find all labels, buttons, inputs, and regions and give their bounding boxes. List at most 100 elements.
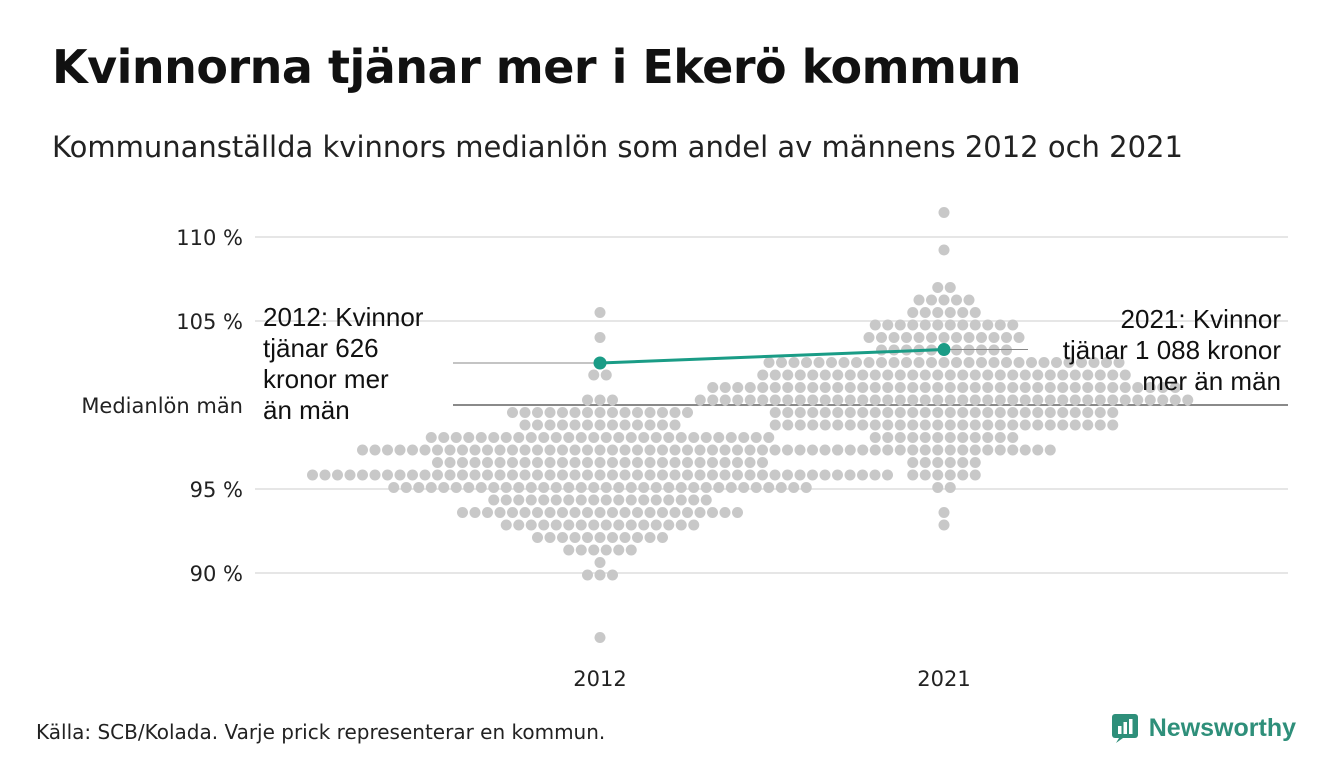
municipality-dot-2012	[594, 394, 606, 406]
municipality-dot-2021	[1107, 394, 1119, 406]
municipality-dot-2012	[632, 507, 643, 518]
municipality-dot-2012	[500, 519, 512, 531]
municipality-dot-2021	[957, 394, 969, 406]
municipality-dot-2021	[807, 394, 819, 406]
annotation-2012-line: kronor mer	[263, 364, 389, 394]
municipality-dot-2021	[982, 407, 994, 418]
municipality-dot-2012	[582, 394, 593, 406]
municipality-dot-2021	[976, 357, 987, 368]
municipality-dot-2021	[1019, 394, 1031, 406]
municipality-dot-2021	[876, 344, 887, 356]
municipality-dot-2021	[782, 382, 794, 393]
municipality-dot-2021	[857, 444, 869, 456]
municipality-dot-2021	[882, 444, 894, 456]
municipality-dot-2012	[607, 532, 618, 543]
municipality-dot-2021	[994, 432, 1006, 443]
municipality-dot-2012	[782, 444, 793, 456]
municipality-dot-2012	[650, 519, 662, 531]
municipality-dot-2021	[1169, 382, 1181, 393]
municipality-dot-2021	[1082, 419, 1094, 431]
municipality-dot-2012	[632, 457, 643, 468]
municipality-dot-2021	[844, 407, 856, 418]
municipality-dot-2012	[707, 507, 718, 518]
municipality-dot-2012	[594, 557, 606, 568]
municipality-dot-2012	[657, 407, 668, 418]
municipality-dot-2012	[532, 507, 543, 518]
municipality-dot-2012	[382, 469, 393, 481]
municipality-dot-2012	[669, 444, 681, 456]
municipality-dot-2021	[1101, 357, 1112, 368]
municipality-dot-2012	[638, 519, 650, 531]
municipality-dot-2012	[463, 482, 475, 493]
y-tick-label: 95 %	[190, 478, 243, 502]
municipality-dot-2021	[1107, 382, 1119, 393]
municipality-dot-2012	[644, 507, 656, 518]
municipality-dot-2021	[719, 382, 731, 393]
municipality-dot-2021	[919, 469, 931, 481]
municipality-dot-2012	[538, 494, 550, 506]
municipality-dot-2021	[882, 394, 894, 406]
municipality-dot-2012	[632, 444, 643, 456]
municipality-dot-2012	[607, 419, 618, 431]
municipality-dot-2012	[663, 519, 675, 531]
municipality-dot-2021	[807, 382, 819, 393]
municipality-dot-2012	[588, 482, 600, 493]
municipality-dot-2012	[688, 482, 700, 493]
municipality-dot-2012	[644, 532, 656, 543]
municipality-dot-2021	[757, 369, 769, 381]
municipality-dot-2021	[1044, 382, 1056, 393]
municipality-dot-2012	[732, 444, 743, 456]
municipality-dot-2012	[725, 482, 737, 493]
municipality-dot-2012	[582, 457, 593, 468]
municipality-dot-2012	[557, 457, 568, 468]
municipality-dot-2021	[932, 482, 944, 493]
municipality-dot-2021	[988, 332, 1000, 343]
municipality-dot-2012	[394, 444, 406, 456]
municipality-dot-2021	[894, 432, 906, 443]
municipality-dot-2021	[969, 432, 981, 443]
newsworthy-logo[interactable]: Newsworthy	[1111, 713, 1296, 743]
municipality-dot-2021	[782, 419, 794, 431]
municipality-dot-2012	[513, 519, 525, 531]
municipality-dot-2012	[619, 457, 631, 468]
municipality-dot-2012	[532, 407, 543, 418]
municipality-dot-2021	[932, 419, 944, 431]
municipality-dot-2012	[769, 444, 781, 456]
municipality-dot-2012	[525, 482, 537, 493]
annotation-2021-line: mer än män	[1142, 366, 1281, 396]
municipality-dot-2012	[625, 482, 637, 493]
municipality-dot-2012	[757, 457, 768, 468]
municipality-dot-2021	[882, 382, 894, 393]
municipality-dot-2012	[663, 482, 675, 493]
municipality-dot-2021	[982, 319, 994, 331]
municipality-dot-2021	[894, 394, 906, 406]
municipality-dot-2012	[500, 494, 512, 506]
municipality-dot-2012	[819, 444, 831, 456]
municipality-dot-2021	[763, 357, 775, 368]
municipality-dot-2012	[457, 507, 468, 518]
municipality-dot-2021	[944, 444, 956, 456]
municipality-dot-2021	[1132, 394, 1144, 406]
municipality-dot-2012	[750, 432, 762, 443]
municipality-dot-2021	[963, 357, 975, 368]
municipality-dot-2012	[525, 432, 537, 443]
municipality-dot-2021	[769, 382, 781, 393]
municipality-dot-2012	[594, 444, 606, 456]
municipality-dot-2021	[869, 369, 881, 381]
municipality-dot-2012	[638, 482, 650, 493]
municipality-dot-2012	[425, 432, 437, 443]
municipality-dot-2021	[844, 394, 856, 406]
municipality-dot-2021	[957, 444, 969, 456]
municipality-dot-2021	[919, 444, 931, 456]
municipality-dot-2021	[1051, 357, 1062, 368]
municipality-dot-2021	[944, 432, 956, 443]
highlight-point-2021	[937, 343, 951, 357]
municipality-dot-2021	[907, 419, 919, 431]
municipality-dot-2012	[457, 444, 468, 456]
municipality-dot-2021	[794, 407, 806, 418]
municipality-dot-2021	[969, 444, 981, 456]
municipality-dot-2012	[594, 532, 606, 543]
municipality-dot-2012	[657, 457, 668, 468]
municipality-dot-2021	[944, 457, 956, 468]
municipality-dot-2012	[463, 432, 475, 443]
